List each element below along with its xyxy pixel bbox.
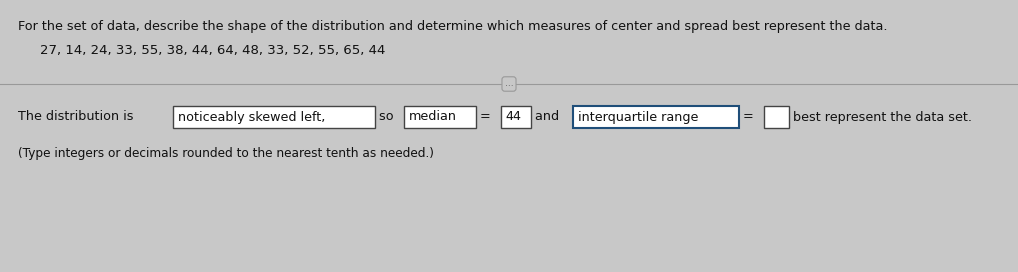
Text: ...: ...: [505, 79, 513, 88]
Text: median: median: [409, 110, 457, 123]
Bar: [573, 106, 739, 128]
Text: For the set of data, describe the shape of the distribution and determine which : For the set of data, describe the shape …: [18, 20, 888, 33]
Text: 27, 14, 24, 33, 55, 38, 44, 64, 48, 33, 52, 55, 65, 44: 27, 14, 24, 33, 55, 38, 44, 64, 48, 33, …: [40, 44, 386, 57]
Text: best represent the data set.: best represent the data set.: [789, 110, 972, 123]
Bar: [764, 106, 789, 128]
Text: so: so: [375, 110, 397, 123]
Text: 44: 44: [506, 110, 521, 123]
Text: =: =: [476, 110, 495, 123]
Text: The distribution is: The distribution is: [18, 110, 137, 123]
Text: interquartile range: interquartile range: [578, 110, 698, 123]
Text: noticeably skewed left,: noticeably skewed left,: [178, 110, 326, 123]
Bar: [501, 106, 531, 128]
Bar: [404, 106, 476, 128]
Text: (Type integers or decimals rounded to the nearest tenth as needed.): (Type integers or decimals rounded to th…: [18, 147, 434, 160]
Text: =: =: [739, 110, 758, 123]
Text: and: and: [531, 110, 564, 123]
Bar: [173, 106, 375, 128]
